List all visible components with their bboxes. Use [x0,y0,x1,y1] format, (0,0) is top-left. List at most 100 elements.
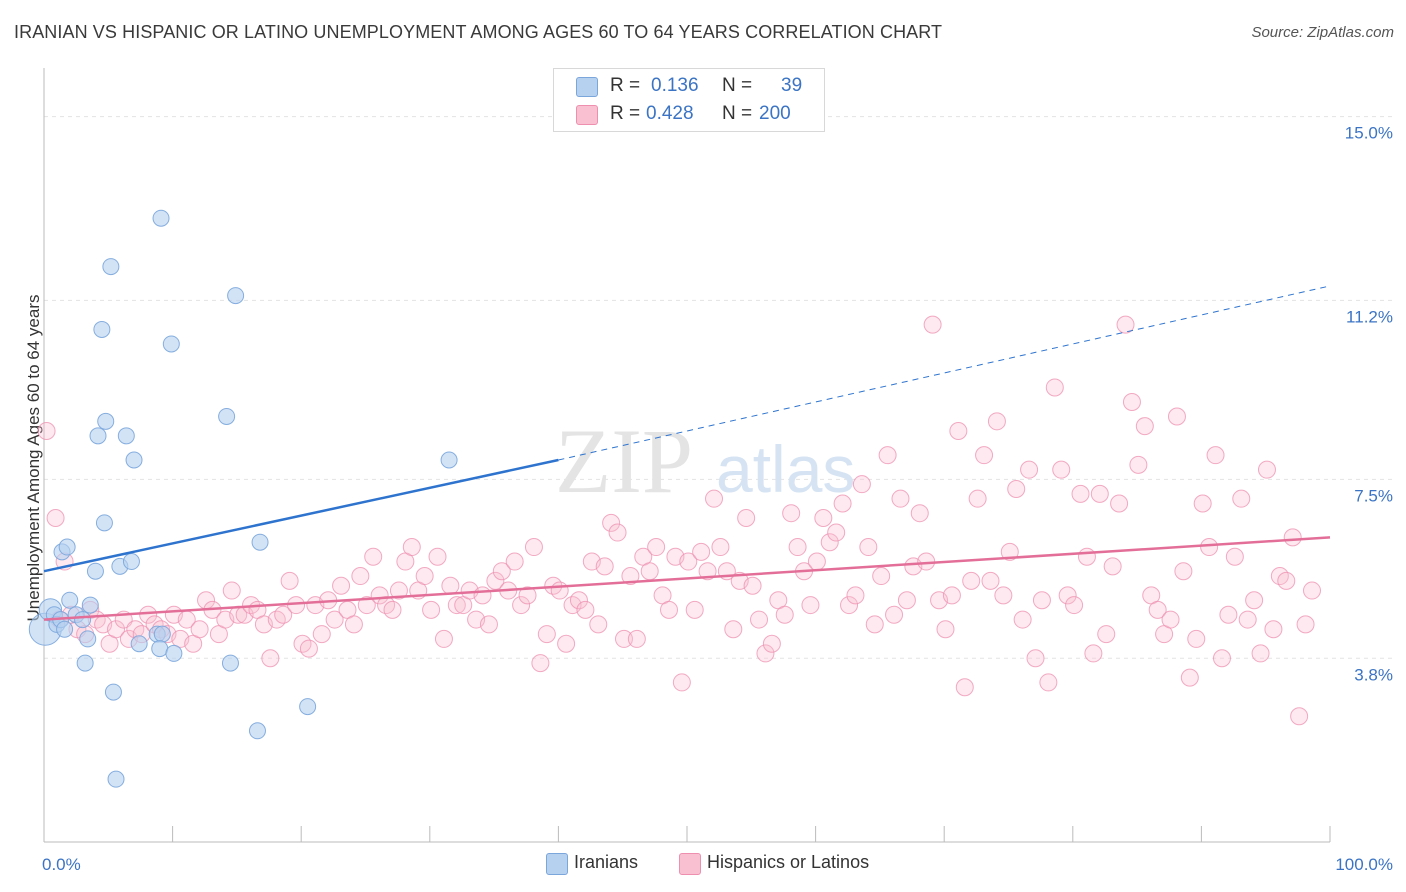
hispanic-point [383,600,402,619]
hispanic-point [859,538,878,557]
hispanic-point [705,489,724,508]
hispanic-point [389,581,408,600]
legend-swatch-iranians [546,853,568,875]
hispanic-point [512,596,531,615]
hispanic-point [441,576,460,595]
iranian-point [251,533,269,551]
iranian-point [74,611,92,629]
iranian-point [117,427,135,445]
tick-labels: 3.8% 7.5% 11.2% 15.0% 0.0% 100.0% [42,124,1393,874]
hispanic-point [486,571,505,590]
iranian-point [162,335,180,353]
hispanic-point [1251,644,1270,663]
iranian-point [102,258,120,276]
watermark: ZIP atlas [555,410,855,512]
hispanic-point [852,475,871,494]
iranian-point [104,683,122,701]
legend-label-hispanics: Hispanics or Latinos [707,852,870,872]
hispanic-point [685,600,704,619]
iranian-point [95,514,113,532]
trend-lines [43,285,1331,621]
iranian-point [107,770,125,788]
hispanic-point [524,538,543,557]
legend-r-label: R = [610,103,641,124]
hispanic-point [885,605,904,624]
iranian-point [440,451,458,469]
legend-n-label: N = [722,75,753,96]
hispanic-point [891,489,910,508]
hispanic-point [1193,494,1212,513]
y-tick-label: 15.0% [1345,124,1393,143]
hispanic-point [344,615,363,634]
iranian-point [248,722,266,740]
hispanic-point [1000,542,1019,561]
hispanic-point [1180,668,1199,687]
hispanic-point [968,489,987,508]
iranian-point [122,553,140,571]
hispanic-point [724,620,743,639]
hispanic-point [1052,460,1071,479]
hispanic-point [1200,538,1219,557]
hispanic-point [576,600,595,619]
legend-swatch-iranians [576,77,598,97]
hispanic-point [692,542,711,561]
hispanic-point [550,581,569,600]
x-tick-label: 0.0% [42,855,81,874]
iranian-point [125,451,143,469]
hispanic-point [827,523,846,542]
hispanic-point [1225,547,1244,566]
iranian-point [58,538,76,556]
legend-n-label: N = [722,103,753,124]
hispanic-point [261,649,280,668]
hispanic-point [820,533,839,552]
hispanic-point [1245,591,1264,610]
legend-n-value: 39 [781,75,803,96]
hispanic-point [428,547,447,566]
hispanic-point [627,629,646,648]
hispanic-point [1302,581,1321,600]
iranian-point [151,640,169,658]
hispanic-point [775,605,794,624]
legend-r-value: 0.428 [646,103,694,124]
hispanic-point [807,552,826,571]
hispanic-point [1219,605,1238,624]
hispanic-point [1013,610,1032,629]
hispanic-point [949,421,968,440]
hispanic-point [1296,615,1315,634]
iranian-point [86,562,104,580]
hispanic-point [698,562,717,581]
hispanic-point [1110,494,1129,513]
iranian-point [97,412,115,430]
hispanic-point [505,552,524,571]
hispanic-trend-line [43,536,1331,621]
hispanic-point [1045,378,1064,397]
hispanic-point [357,596,376,615]
hispanic-point [782,504,801,523]
legend-n-value: 200 [759,103,791,124]
legend-r-label: R = [610,75,641,96]
hispanic-point [840,596,859,615]
hispanic-point [1187,629,1206,648]
hispanic-point [370,586,389,605]
hispanic-point [332,576,351,595]
hispanic-point [518,586,537,605]
hispanic-point [299,639,318,658]
hispanic-point [602,513,621,532]
iranian-point [152,209,170,227]
iranian-point [218,407,236,425]
hispanic-point [737,509,756,528]
hispanic-point [274,605,293,624]
axes [43,68,1331,843]
hispanic-point [37,421,56,440]
hispanic-point [846,586,865,605]
hispanic-point [659,600,678,619]
hispanic-point [222,581,241,600]
hispanic-point [833,494,852,513]
hispanic-point [492,562,511,581]
hispanic-point [814,509,833,528]
y-tick-label: 11.2% [1346,307,1393,326]
watermark-zip: ZIP [555,410,693,512]
hispanic-point [415,567,434,586]
hispanic-point [1135,417,1154,436]
watermark-atlas: atlas [716,432,855,506]
